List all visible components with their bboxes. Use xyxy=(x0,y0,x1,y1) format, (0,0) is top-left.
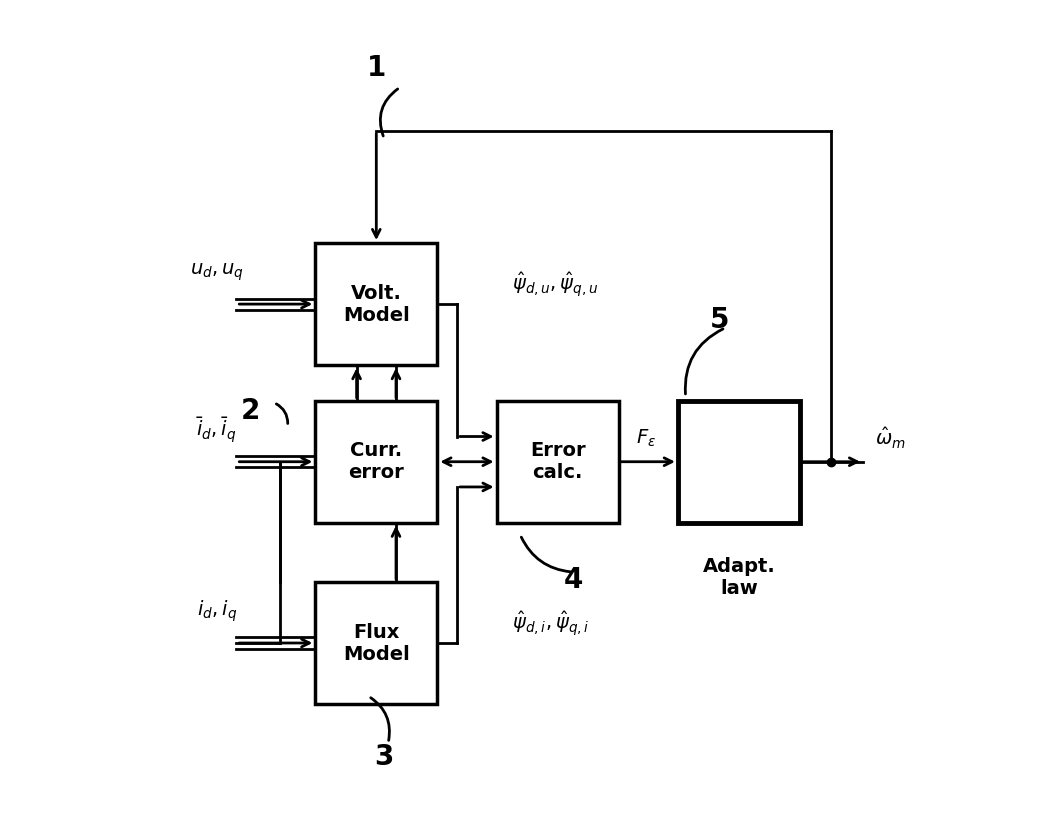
Text: $\hat{\omega}_m$: $\hat{\omega}_m$ xyxy=(874,425,905,451)
Bar xyxy=(677,401,800,523)
Text: $\hat{\psi}_{d,u}, \hat{\psi}_{q,u}$: $\hat{\psi}_{d,u}, \hat{\psi}_{q,u}$ xyxy=(512,270,599,299)
Bar xyxy=(496,401,619,523)
Text: 5: 5 xyxy=(709,306,729,334)
Text: Curr.
error: Curr. error xyxy=(349,441,404,482)
Text: 4: 4 xyxy=(564,566,583,594)
Text: $\hat{\psi}_{d,i}, \hat{\psi}_{q,i}$: $\hat{\psi}_{d,i}, \hat{\psi}_{q,i}$ xyxy=(512,609,589,638)
Text: 2: 2 xyxy=(241,397,260,424)
Text: Error
calc.: Error calc. xyxy=(530,441,585,482)
Text: 1: 1 xyxy=(367,53,386,81)
Text: Volt.
Model: Volt. Model xyxy=(343,283,409,324)
Text: $\bar{i}_d, \bar{i}_q$: $\bar{i}_d, \bar{i}_q$ xyxy=(196,415,237,445)
Text: $u_d, u_q$: $u_d, u_q$ xyxy=(190,262,244,283)
Text: Adapt.
law: Adapt. law xyxy=(703,557,775,599)
Text: 3: 3 xyxy=(374,743,394,771)
Bar xyxy=(315,582,438,704)
Text: Flux
Model: Flux Model xyxy=(343,622,409,663)
Bar xyxy=(315,401,438,523)
Text: $F_{\epsilon}$: $F_{\epsilon}$ xyxy=(636,428,656,449)
Bar xyxy=(315,243,438,365)
Text: $i_d, i_q$: $i_d, i_q$ xyxy=(196,599,236,624)
